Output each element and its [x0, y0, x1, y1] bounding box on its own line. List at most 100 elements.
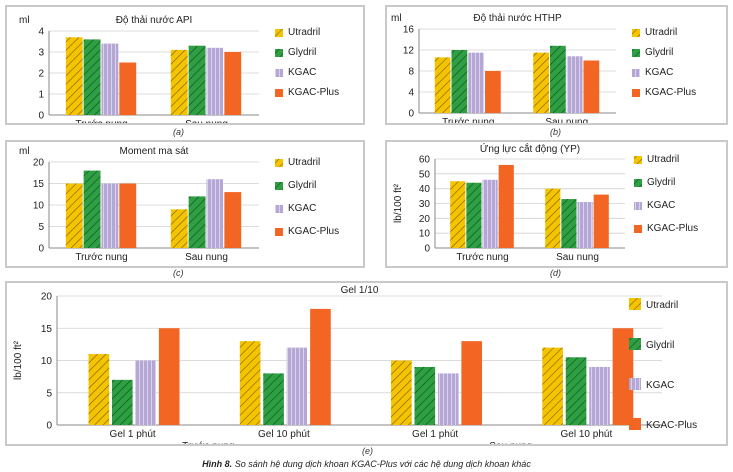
bar-utradril-3: [542, 347, 563, 425]
x-tick-label: Trước nung: [442, 117, 494, 123]
bar-kgac-0: [135, 360, 157, 425]
chart-panel-c: Moment ma sát ml 0 5 10 15 20 Trước nung Sau nun…: [5, 140, 365, 268]
legend-swatch-kgac: [632, 69, 640, 77]
bar-utradril-2: [391, 360, 412, 425]
bar-utradril-1: [533, 52, 550, 113]
legend-label-kgac-plus: KGAC-Plus: [645, 87, 696, 98]
bar-kgac-3: [589, 366, 610, 425]
y-tick-label: 4: [408, 88, 414, 99]
chart-panel-b: Độ thải nước HTHP ml 0 4 8 12 16 Trước nung Sau …: [385, 5, 728, 125]
unit-label: ml: [19, 15, 30, 26]
unit-label: ml: [19, 146, 30, 157]
x-tick-label: Sau nung: [545, 117, 588, 123]
chart-c: Moment ma sát ml 0 5 10 15 20 Trước nung Sau nun…: [19, 146, 339, 263]
chart-e: Gel 1/10 lb/100 ft² 0 5 10 15 20 Gel 1 phút Gel …: [13, 285, 697, 444]
bar-kgac-plus-0: [119, 183, 137, 248]
legend-swatch-kgac-plus: [632, 89, 640, 97]
y-tick-label: 20: [41, 292, 53, 303]
bar-kgac-1: [286, 347, 308, 425]
legend-swatch-glydril: [632, 49, 640, 57]
legend-swatch-utradril: [632, 29, 640, 37]
bar-kgac-plus-0: [498, 164, 514, 248]
bar-utradril-0: [450, 181, 466, 248]
y-tick-label: 0: [46, 421, 52, 432]
bar-kgac-plus-1: [224, 192, 242, 248]
y-tick-label: 10: [33, 201, 45, 212]
x-tick-label: Gel 10 phút: [561, 429, 613, 440]
y-tick-label: 15: [33, 179, 45, 190]
legend-label-kgac: KGAC: [647, 200, 675, 211]
bar-glydril-3: [565, 357, 587, 425]
bar-utradril-1: [545, 188, 561, 248]
legend-swatch-utradril: [275, 29, 283, 37]
bar-kgac-0: [468, 52, 484, 113]
y-tick-label: 30: [419, 199, 431, 210]
x-tick-label: Gel 10 phút: [258, 429, 310, 440]
unit-label: ml: [391, 13, 402, 24]
y-tick-label: 4: [38, 27, 44, 38]
chart-title: Moment ma sát: [120, 146, 189, 157]
bar-glydril-2: [414, 366, 436, 425]
y-tick-label: 60: [419, 155, 431, 166]
sublabel-d: (d): [550, 268, 561, 278]
legend-label-glydril: Glydril: [288, 180, 316, 191]
legend-swatch-kgac-plus: [629, 418, 641, 430]
sublabel-e: (e): [362, 446, 373, 456]
bar-kgac-plus-0: [119, 62, 137, 115]
bar-glydril-0: [111, 379, 133, 425]
bar-utradril-1: [170, 49, 188, 115]
chart-panel-a: Độ thải nước API ml 0 1 2 3 4 Trước nung Sau nun…: [5, 5, 365, 125]
legend-label-kgac-plus: KGAC-Plus: [647, 223, 698, 234]
bar-kgac-1: [206, 47, 224, 115]
y-tick-label: 40: [419, 184, 431, 195]
legend-swatch-kgac-plus: [634, 225, 642, 233]
legend-swatch-utradril: [634, 156, 642, 164]
bar-glydril-1: [188, 45, 206, 116]
caption-label: Hình 8.: [202, 459, 233, 469]
bar-glydril-0: [83, 39, 101, 115]
y-tick-label: 15: [41, 324, 53, 335]
y-tick-label: 5: [38, 222, 44, 233]
legend-label-glydril: Glydril: [645, 47, 673, 58]
x-tick-label: Trước nung: [75, 119, 127, 123]
y-tick-label: 0: [38, 244, 44, 255]
bar-kgac-0: [101, 183, 119, 248]
bar-glydril-1: [188, 196, 206, 248]
x-tick-label: Sau nung: [185, 252, 228, 263]
legend-swatch-kgac: [634, 202, 642, 210]
legend-label-utradril: Utradril: [645, 27, 677, 38]
legend-swatch-glydril: [275, 182, 283, 190]
chart-title: Độ thải nước HTHP: [473, 13, 562, 24]
y-tick-label: 16: [403, 25, 415, 36]
y-axis-label: lb/100 ft²: [393, 183, 404, 223]
legend-label-kgac-plus: KGAC-Plus: [288, 87, 339, 98]
bar-kgac-0: [482, 179, 498, 248]
chart-title: Độ thải nước API: [116, 15, 193, 26]
legend-swatch-kgac: [275, 205, 283, 213]
bar-glydril-0: [451, 50, 468, 113]
bar-kgac-plus-0: [158, 328, 180, 425]
legend-label-kgac-plus: KGAC-Plus: [646, 420, 697, 431]
legend-label-kgac: KGAC: [288, 67, 316, 78]
y-tick-label: 1: [38, 90, 44, 101]
caption-text: So sánh hệ dung dịch khoan KGAC-Plus với…: [232, 459, 531, 469]
x-tick-label: Gel 1 phút: [110, 429, 156, 440]
legend-swatch-kgac-plus: [275, 228, 283, 236]
x-tick-label: Sau nung: [556, 252, 599, 263]
legend-swatch-kgac: [275, 69, 283, 77]
sublabel-b: (b): [550, 127, 561, 137]
y-tick-label: 20: [419, 214, 431, 225]
bar-kgac-plus-0: [484, 71, 501, 113]
bar-kgac-1: [566, 56, 583, 113]
chart-d: Ứng lực cắt động (YP) lb/100 ft² 0 10 20 30 40…: [393, 142, 698, 263]
bar-utradril-1: [239, 341, 261, 425]
bar-kgac-plus-1: [224, 52, 242, 115]
legend-label-utradril: Utradril: [288, 157, 320, 168]
bar-kgac-1: [577, 202, 593, 248]
bar-kgac-0: [101, 43, 119, 115]
group-label: Sau nung: [489, 441, 532, 444]
chart-panel-e: Gel 1/10 lb/100 ft² 0 5 10 15 20 Gel 1 phút Gel …: [5, 281, 728, 446]
legend-swatch-glydril: [634, 179, 642, 187]
legend-label-utradril: Utradril: [288, 27, 320, 38]
chart-b: Độ thải nước HTHP ml 0 4 8 12 16 Trước nung Sau …: [391, 13, 696, 123]
